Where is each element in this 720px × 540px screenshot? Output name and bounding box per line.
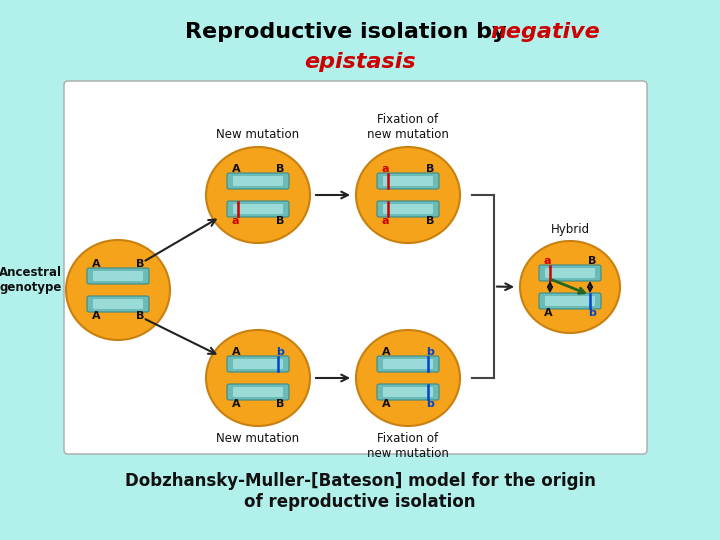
- Text: a: a: [544, 256, 552, 266]
- FancyBboxPatch shape: [93, 271, 143, 281]
- FancyBboxPatch shape: [227, 173, 289, 189]
- Text: New mutation: New mutation: [217, 128, 300, 141]
- FancyBboxPatch shape: [64, 81, 647, 454]
- FancyBboxPatch shape: [377, 384, 439, 400]
- Text: B: B: [276, 164, 284, 174]
- Text: A: A: [382, 347, 391, 357]
- Text: b: b: [276, 347, 284, 357]
- Text: A: A: [92, 259, 101, 269]
- Text: New mutation: New mutation: [217, 432, 300, 445]
- Text: a: a: [382, 164, 390, 174]
- FancyBboxPatch shape: [545, 268, 595, 278]
- FancyBboxPatch shape: [227, 356, 289, 372]
- Text: A: A: [232, 399, 240, 409]
- Text: b: b: [426, 347, 434, 357]
- Text: b: b: [426, 399, 434, 409]
- FancyBboxPatch shape: [377, 201, 439, 217]
- FancyBboxPatch shape: [87, 296, 149, 312]
- Text: A: A: [382, 399, 391, 409]
- Text: Hybrid: Hybrid: [550, 223, 590, 236]
- FancyBboxPatch shape: [545, 296, 595, 306]
- Text: A: A: [232, 164, 240, 174]
- Text: Ancestral
genotype: Ancestral genotype: [0, 266, 62, 294]
- Text: B: B: [426, 216, 434, 226]
- Text: epistasis: epistasis: [304, 52, 416, 72]
- FancyBboxPatch shape: [377, 356, 439, 372]
- FancyBboxPatch shape: [383, 359, 433, 369]
- FancyBboxPatch shape: [93, 299, 143, 309]
- FancyBboxPatch shape: [227, 201, 289, 217]
- FancyBboxPatch shape: [87, 268, 149, 284]
- Text: B: B: [426, 164, 434, 174]
- Text: Fixation of
new mutation: Fixation of new mutation: [367, 432, 449, 460]
- FancyBboxPatch shape: [539, 265, 601, 281]
- Text: a: a: [232, 216, 240, 226]
- FancyBboxPatch shape: [377, 173, 439, 189]
- Text: b: b: [588, 308, 596, 318]
- Text: B: B: [276, 216, 284, 226]
- FancyBboxPatch shape: [383, 387, 433, 397]
- Text: B: B: [276, 399, 284, 409]
- Text: A: A: [544, 308, 553, 318]
- Ellipse shape: [356, 147, 460, 243]
- FancyBboxPatch shape: [233, 359, 283, 369]
- Text: Dobzhansky-Muller-[Bateson] model for the origin
of reproductive isolation: Dobzhansky-Muller-[Bateson] model for th…: [125, 472, 595, 511]
- Text: negative: negative: [490, 22, 600, 42]
- Ellipse shape: [66, 240, 170, 340]
- FancyBboxPatch shape: [233, 204, 283, 214]
- Text: A: A: [92, 311, 101, 321]
- Text: Reproductive isolation by: Reproductive isolation by: [185, 22, 514, 42]
- Ellipse shape: [206, 330, 310, 426]
- Ellipse shape: [356, 330, 460, 426]
- Ellipse shape: [206, 147, 310, 243]
- Text: B: B: [135, 311, 144, 321]
- FancyBboxPatch shape: [383, 176, 433, 186]
- Text: a: a: [382, 216, 390, 226]
- Text: Fixation of
new mutation: Fixation of new mutation: [367, 113, 449, 141]
- Text: B: B: [588, 256, 596, 266]
- FancyBboxPatch shape: [233, 387, 283, 397]
- Text: B: B: [135, 259, 144, 269]
- FancyBboxPatch shape: [383, 204, 433, 214]
- Ellipse shape: [520, 241, 620, 333]
- FancyBboxPatch shape: [227, 384, 289, 400]
- FancyBboxPatch shape: [539, 293, 601, 309]
- FancyBboxPatch shape: [233, 176, 283, 186]
- Text: A: A: [232, 347, 240, 357]
